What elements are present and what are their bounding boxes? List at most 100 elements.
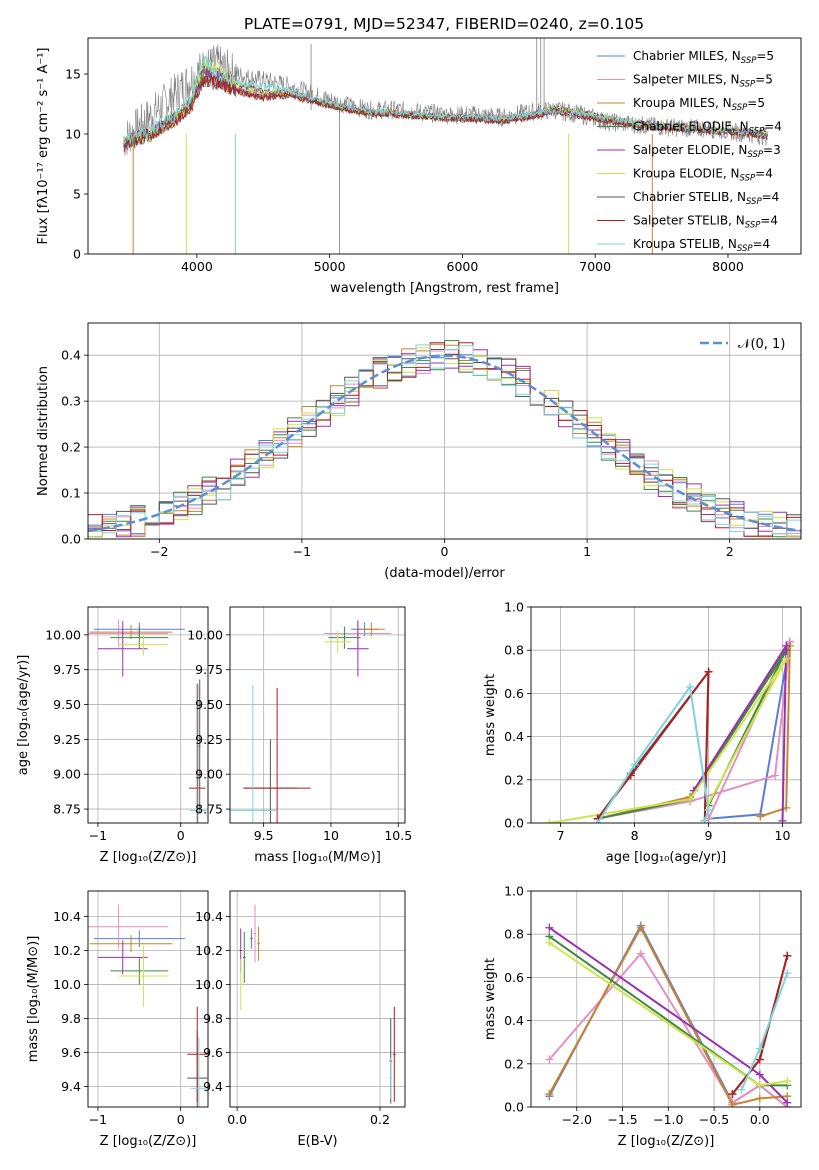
y-tick-label: 9.6 [203, 1045, 223, 1060]
grid-lines [230, 891, 405, 1107]
y-axis-label: Flux [fλ10⁻¹⁷ erg cm⁻² s⁻¹ A⁻¹] [36, 48, 51, 245]
x-tick-label: 7 [557, 828, 565, 843]
y-tick-label: 9.00 [53, 767, 81, 782]
weight-age-marker [686, 682, 695, 691]
panel-age_vs_mass: 9.5 10 10.5 8.75 9.00 9.25 9.50 9.75 10.00 mass [… [187, 606, 412, 865]
plot-area [545, 637, 794, 823]
y-tick-label: 0.0 [61, 532, 81, 547]
x-tick-label: 10.5 [384, 828, 412, 843]
panel-weight_vs_age: 7 8 9 10 0.0 0.2 0.4 0.6 0.8 1.0 age [log₁₀(age/yr… [483, 600, 802, 865]
x-tick-label: −1.5 [607, 1112, 637, 1127]
weight-age-marker [704, 667, 713, 676]
legend-entry: Chabrier ELODIE, NSSP=4 [633, 120, 782, 137]
weight-age-marker [700, 816, 709, 823]
weight-Z-marker [545, 938, 554, 947]
y-axis-label: mass weight [483, 958, 498, 1040]
legend-entry: Salpeter STELIB, NSSP=4 [633, 214, 778, 231]
x-tick-label: 5000 [314, 259, 346, 274]
x-tick-label: 0.2 [370, 1112, 390, 1127]
legend-entry: 𝒩(0, 1) [738, 337, 785, 352]
x-tick-label: 6000 [447, 259, 479, 274]
y-tick-label: 9.75 [53, 662, 81, 677]
legend-entry: Kroupa STELIB, NSSP=4 [633, 237, 770, 254]
panel-mass_vs_EBV: 0.0 0.2 9.4 9.6 9.8 10.0 10.2 10.4 E(B-V) [195, 890, 406, 1149]
x-tick-label: 0.0 [750, 1112, 770, 1127]
weight-Z-marker [783, 951, 792, 960]
plot-area [88, 904, 208, 1107]
axes-frame [530, 890, 802, 1108]
weight-age-marker [593, 819, 602, 823]
x-tick-label: −0.5 [699, 1112, 729, 1127]
plot-area [123, 38, 768, 254]
x-tick-label: −1 [293, 544, 311, 559]
grid-lines [531, 606, 801, 824]
y-axis-label: age [log₁₀(age/yr)] [16, 655, 31, 776]
y-tick-label: 9.8 [203, 1011, 223, 1026]
plot-area [239, 904, 396, 1104]
panel-residuals: −2 −1 0 1 2 0.0 0.1 0.2 0.3 0.4 (data-model)/error… [36, 322, 802, 581]
legend-entry: Salpeter MILES, NSSP=5 [633, 73, 773, 90]
y-tick-label: 10.00 [45, 627, 81, 642]
x-tick-label: −1 [89, 1112, 107, 1127]
weight-age-marker [782, 654, 791, 663]
grid-lines [88, 607, 208, 823]
y-tick-label: 10.4 [53, 909, 81, 924]
x-tick-label: 10 [775, 828, 791, 843]
plot-area [88, 619, 207, 823]
y-tick-label: 9.50 [53, 697, 81, 712]
x-tick-label: 7000 [579, 259, 611, 274]
y-tick-label: 9.25 [195, 732, 223, 747]
weight-Z-marker [755, 1081, 764, 1090]
grid-lines [88, 891, 208, 1107]
weight-Z-marker [783, 1098, 792, 1107]
weight-Z-marker [545, 1055, 554, 1064]
y-tick-label: 9.4 [203, 1079, 223, 1094]
y-tick-label: 0.2 [504, 1056, 524, 1071]
plot-area [230, 619, 392, 823]
y-tick-label: 0.0 [504, 1100, 524, 1115]
y-tick-label: 0.3 [61, 394, 81, 409]
axes-frame [229, 606, 406, 824]
y-tick-label: 0.1 [61, 486, 81, 501]
weight-age-marker [686, 795, 695, 804]
weight-Z-marker [755, 1044, 764, 1053]
y-tick-label: 9.6 [61, 1045, 81, 1060]
y-tick-label: 9.75 [195, 662, 223, 677]
grid-lines [230, 607, 405, 823]
weight-Z-marker [755, 1055, 764, 1064]
weight-age-line [596, 684, 710, 823]
legend-entry: Kroupa MILES, NSSP=5 [633, 96, 765, 113]
axes-frame [229, 890, 406, 1108]
weight-Z-marker [636, 923, 645, 932]
legend-entry: Chabrier STELIB, NSSP=4 [633, 190, 779, 207]
x-tick-label: 1 [583, 544, 591, 559]
spectrum-legend: Chabrier MILES, NSSP=5 Salpeter MILES, NS… [597, 49, 782, 254]
weight-age-marker [778, 816, 787, 823]
y-tick-label: 8.75 [53, 802, 81, 817]
x-tick-label: −1.0 [653, 1112, 683, 1127]
y-tick-label: 1.0 [504, 884, 524, 899]
y-tick-label: 0.4 [504, 1013, 524, 1028]
axes-frame [87, 322, 802, 540]
weight-age-line [597, 649, 788, 820]
weight-age-marker [630, 760, 639, 769]
weight-Z-marker [737, 1085, 746, 1094]
panel-weight_vs_Z: −2.0 −1.5 −1.0 −0.5 0.0 0.0 0.2 0.4 0.6 0.8 1.0 Z [… [483, 884, 802, 1149]
panel-spectrum: 4000 5000 6000 7000 8000 0 5 10 15 wavelength [An… [36, 37, 802, 296]
x-tick-label: 0.0 [227, 1112, 247, 1127]
axes-frame [87, 890, 209, 1108]
y-tick-label: 0.0 [504, 816, 524, 831]
x-tick-label: 0 [177, 828, 185, 843]
legend-entry: Salpeter ELODIE, NSSP=3 [633, 143, 781, 160]
x-axis-label: Z [log₁₀(Z/Z⊙)] [618, 1134, 715, 1149]
axes-frame [530, 606, 802, 824]
y-tick-label: 8.75 [195, 802, 223, 817]
x-tick-label: 2 [726, 544, 734, 559]
y-tick-label: 0.2 [504, 772, 524, 787]
y-tick-label: 10 [65, 127, 81, 142]
y-tick-label: 0.6 [504, 686, 524, 701]
y-axis-label: mass [log₁₀(M/M⊙)] [26, 936, 41, 1063]
y-tick-label: 10.0 [195, 977, 223, 992]
weight-age-marker [545, 819, 554, 823]
